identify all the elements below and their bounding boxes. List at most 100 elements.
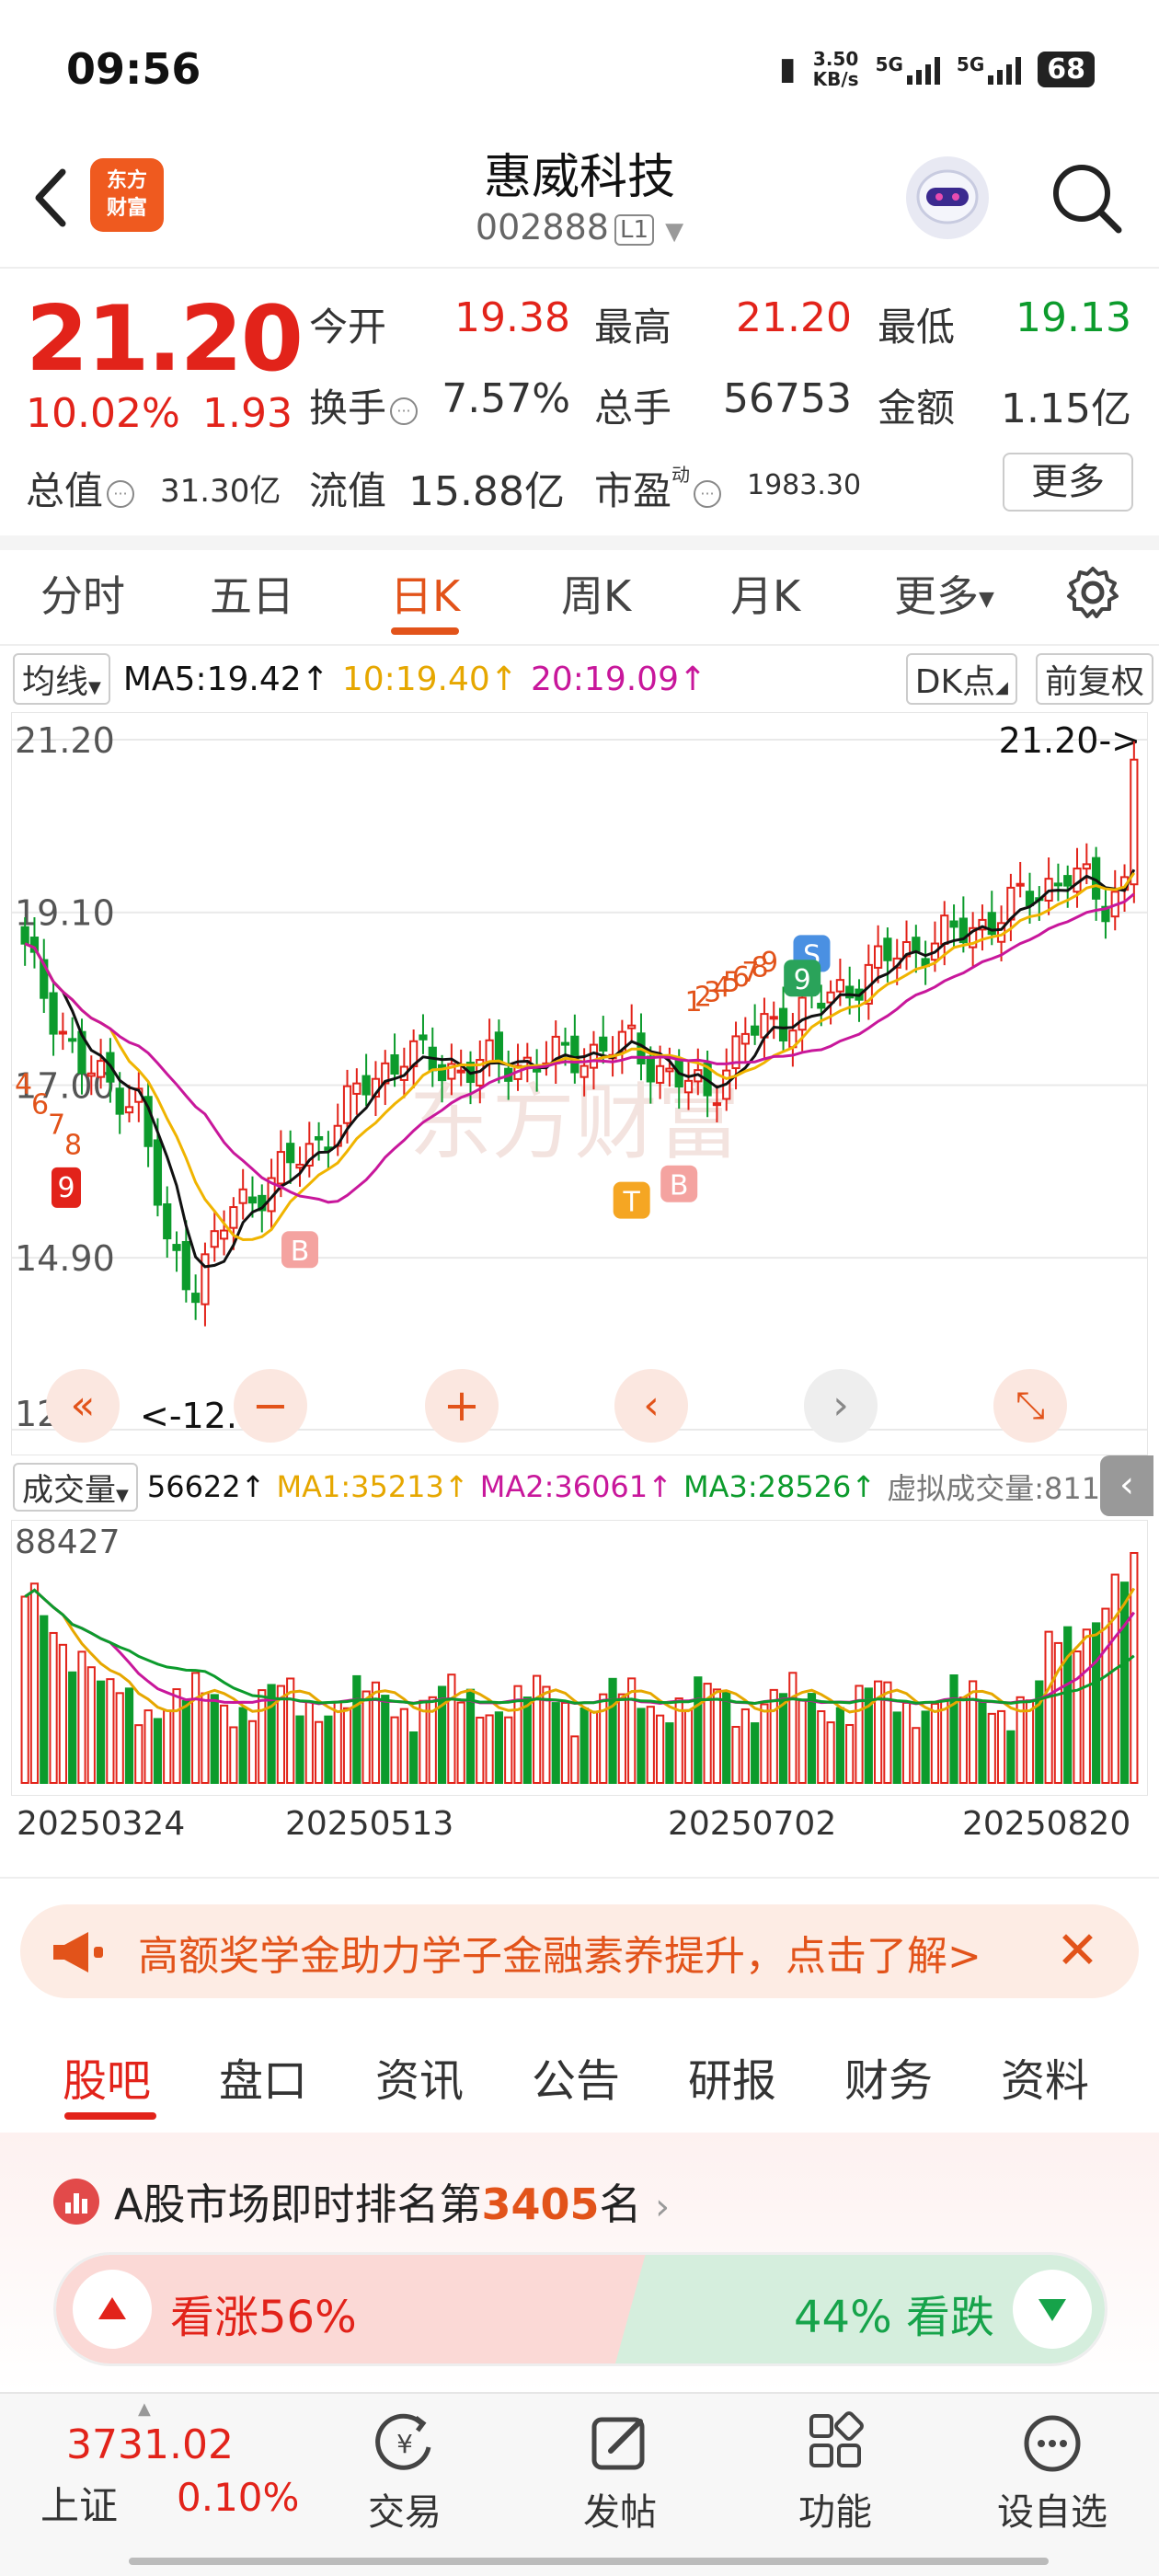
collapse-panel-button[interactable]: ‹ bbox=[1100, 1455, 1153, 1516]
volume-chart[interactable]: 88427 bbox=[11, 1520, 1148, 1796]
candle-body bbox=[769, 1016, 778, 1020]
sentiment-vote-bar: 看涨56% 44% 看跌 bbox=[53, 2252, 1107, 2366]
candle-body bbox=[826, 991, 835, 1004]
volume-bar bbox=[1110, 1573, 1119, 1785]
vote-down-button[interactable] bbox=[1013, 2270, 1092, 2349]
ranking-text[interactable]: A股市场即时排名第3405名 › bbox=[114, 2171, 670, 2232]
volume-bar bbox=[342, 1707, 352, 1784]
signal-marker-label: 9 bbox=[57, 1172, 75, 1204]
volume-bar bbox=[1044, 1630, 1053, 1784]
tab-announcements[interactable]: 公告 bbox=[532, 2055, 621, 2107]
candle-body bbox=[627, 1024, 637, 1029]
adjust-mode-button[interactable]: 前复权 bbox=[1035, 653, 1153, 705]
tab-finance[interactable]: 财务 bbox=[844, 2055, 934, 2107]
back-arrow-icon[interactable] bbox=[26, 161, 77, 235]
volume-label: 总手 bbox=[594, 385, 672, 431]
banner-close-icon[interactable]: ✕ bbox=[1056, 1921, 1099, 1981]
bullish-share-bar bbox=[56, 2255, 680, 2363]
tab-five-day[interactable]: 五日 bbox=[210, 571, 294, 621]
tab-daily-k[interactable]: 日K bbox=[390, 571, 461, 621]
tab-monthly-k[interactable]: 月K bbox=[730, 571, 801, 621]
dk-point-dropdown[interactable]: DK点◢ bbox=[905, 653, 1017, 705]
tab-guba[interactable]: 股吧 bbox=[63, 2055, 152, 2107]
candle-body bbox=[115, 1087, 124, 1115]
scroll-right-button[interactable]: › bbox=[804, 1369, 878, 1443]
index-value[interactable]: 3731.02 bbox=[66, 2421, 234, 2468]
search-icon[interactable] bbox=[1047, 158, 1126, 237]
volume-bar bbox=[371, 1681, 381, 1784]
volume-bar bbox=[570, 1735, 580, 1784]
index-change[interactable]: 0.10% bbox=[177, 2475, 300, 2520]
nav-functions[interactable]: 功能 bbox=[762, 2401, 909, 2539]
tab-more[interactable]: 更多▼ bbox=[894, 563, 994, 624]
candle-body bbox=[229, 1206, 238, 1229]
vote-up-button[interactable] bbox=[73, 2270, 152, 2349]
candle-body bbox=[570, 1035, 580, 1074]
volume-bar bbox=[201, 1692, 210, 1785]
tab-news[interactable]: 资讯 bbox=[375, 2055, 465, 2107]
active-tab-indicator bbox=[391, 627, 459, 635]
sequence-count: 6 bbox=[31, 1088, 49, 1121]
zoom-in-button[interactable]: + bbox=[425, 1369, 499, 1443]
bearish-label: 44% 看跌 bbox=[794, 2292, 994, 2343]
volume-bar bbox=[599, 1693, 608, 1784]
volume-bar bbox=[143, 1709, 153, 1785]
zoom-far-left-button[interactable]: « bbox=[46, 1369, 120, 1443]
tab-intraday[interactable]: 分时 bbox=[40, 571, 125, 621]
volume-frame bbox=[11, 1520, 1148, 1796]
volume-bar bbox=[409, 1731, 419, 1784]
info-icon[interactable]: ··· bbox=[107, 479, 135, 508]
open-value: 19.38 bbox=[454, 294, 570, 341]
kline-chart[interactable]: 东方财富21.2019.1017.0014.9012.8121.20-><-12… bbox=[11, 712, 1148, 1455]
candle-body bbox=[456, 1069, 465, 1074]
sub-indicator-dropdown[interactable]: 成交量▼ bbox=[13, 1462, 138, 1512]
volume-bar bbox=[295, 1715, 304, 1784]
indicator-type-dropdown[interactable]: 均线▼ bbox=[13, 653, 110, 705]
candle-body bbox=[68, 1038, 77, 1042]
nav-post[interactable]: 发帖 bbox=[546, 2401, 694, 2539]
stock-code-row[interactable]: 002888 L1 ▼ bbox=[0, 207, 1159, 247]
volume-max-label: 88427 bbox=[15, 1524, 120, 1561]
nav-trade[interactable]: ¥ 交易 bbox=[331, 2401, 478, 2539]
volume-bar bbox=[969, 1680, 978, 1784]
index-name[interactable]: 上证 bbox=[40, 2483, 119, 2528]
pe-label-text: 市盈 bbox=[594, 468, 672, 513]
trade-yen-icon: ¥ bbox=[375, 2413, 431, 2470]
info-icon[interactable]: ··· bbox=[694, 479, 722, 508]
volume-bar bbox=[987, 1712, 996, 1784]
fullscreen-button[interactable]: ⤡ bbox=[993, 1369, 1067, 1443]
tab-weekly-k[interactable]: 周K bbox=[561, 571, 632, 621]
zoom-out-button[interactable]: − bbox=[234, 1369, 307, 1443]
edit-post-icon bbox=[591, 2417, 645, 2470]
app-logo[interactable]: 东方 财富 bbox=[90, 158, 164, 232]
status-icons: ▮ 3.50 KB/s 5G 5G 68 bbox=[779, 46, 1095, 92]
caret-down-icon: ▼ bbox=[979, 588, 994, 611]
assistant-robot-icon[interactable] bbox=[906, 156, 989, 239]
info-icon[interactable]: ··· bbox=[390, 397, 419, 425]
high-value: 21.20 bbox=[736, 294, 852, 341]
sequence-count: 5 bbox=[723, 967, 740, 999]
volume-bar bbox=[608, 1677, 617, 1784]
candle-body bbox=[560, 1041, 570, 1046]
price-axis-label: 14.90 bbox=[15, 1238, 115, 1279]
signal-marker-label: 9 bbox=[794, 964, 811, 996]
banner-text[interactable]: 高额奖学金助力学子金融素养提升，点击了解> bbox=[138, 1933, 981, 1980]
caret-down-icon: ▼ bbox=[116, 1485, 129, 1505]
tab-research[interactable]: 研报 bbox=[688, 2055, 777, 2107]
tab-pankou[interactable]: 盘口 bbox=[219, 2055, 308, 2107]
volume-bar bbox=[1035, 1680, 1044, 1784]
volume-bar bbox=[883, 1681, 892, 1784]
promo-banner[interactable] bbox=[20, 1904, 1139, 1998]
volume-bar bbox=[315, 1720, 324, 1784]
tab-profile[interactable]: 资料 bbox=[1001, 2055, 1090, 2107]
settings-gear-icon[interactable] bbox=[1063, 563, 1122, 622]
volume-bar bbox=[580, 1708, 589, 1784]
logo-line1: 东方 bbox=[106, 169, 147, 192]
vibrate-icon: ▮ bbox=[778, 51, 797, 87]
nav-add-watchlist[interactable]: 设自选 bbox=[979, 2401, 1126, 2539]
scroll-left-button[interactable]: ‹ bbox=[614, 1369, 688, 1443]
double-chevron-left-icon: « bbox=[70, 1382, 96, 1429]
change-percent: 10.02% bbox=[26, 390, 180, 437]
chevron-left-icon: ‹ bbox=[1119, 1464, 1134, 1506]
more-button[interactable]: 更多 bbox=[1003, 453, 1133, 512]
